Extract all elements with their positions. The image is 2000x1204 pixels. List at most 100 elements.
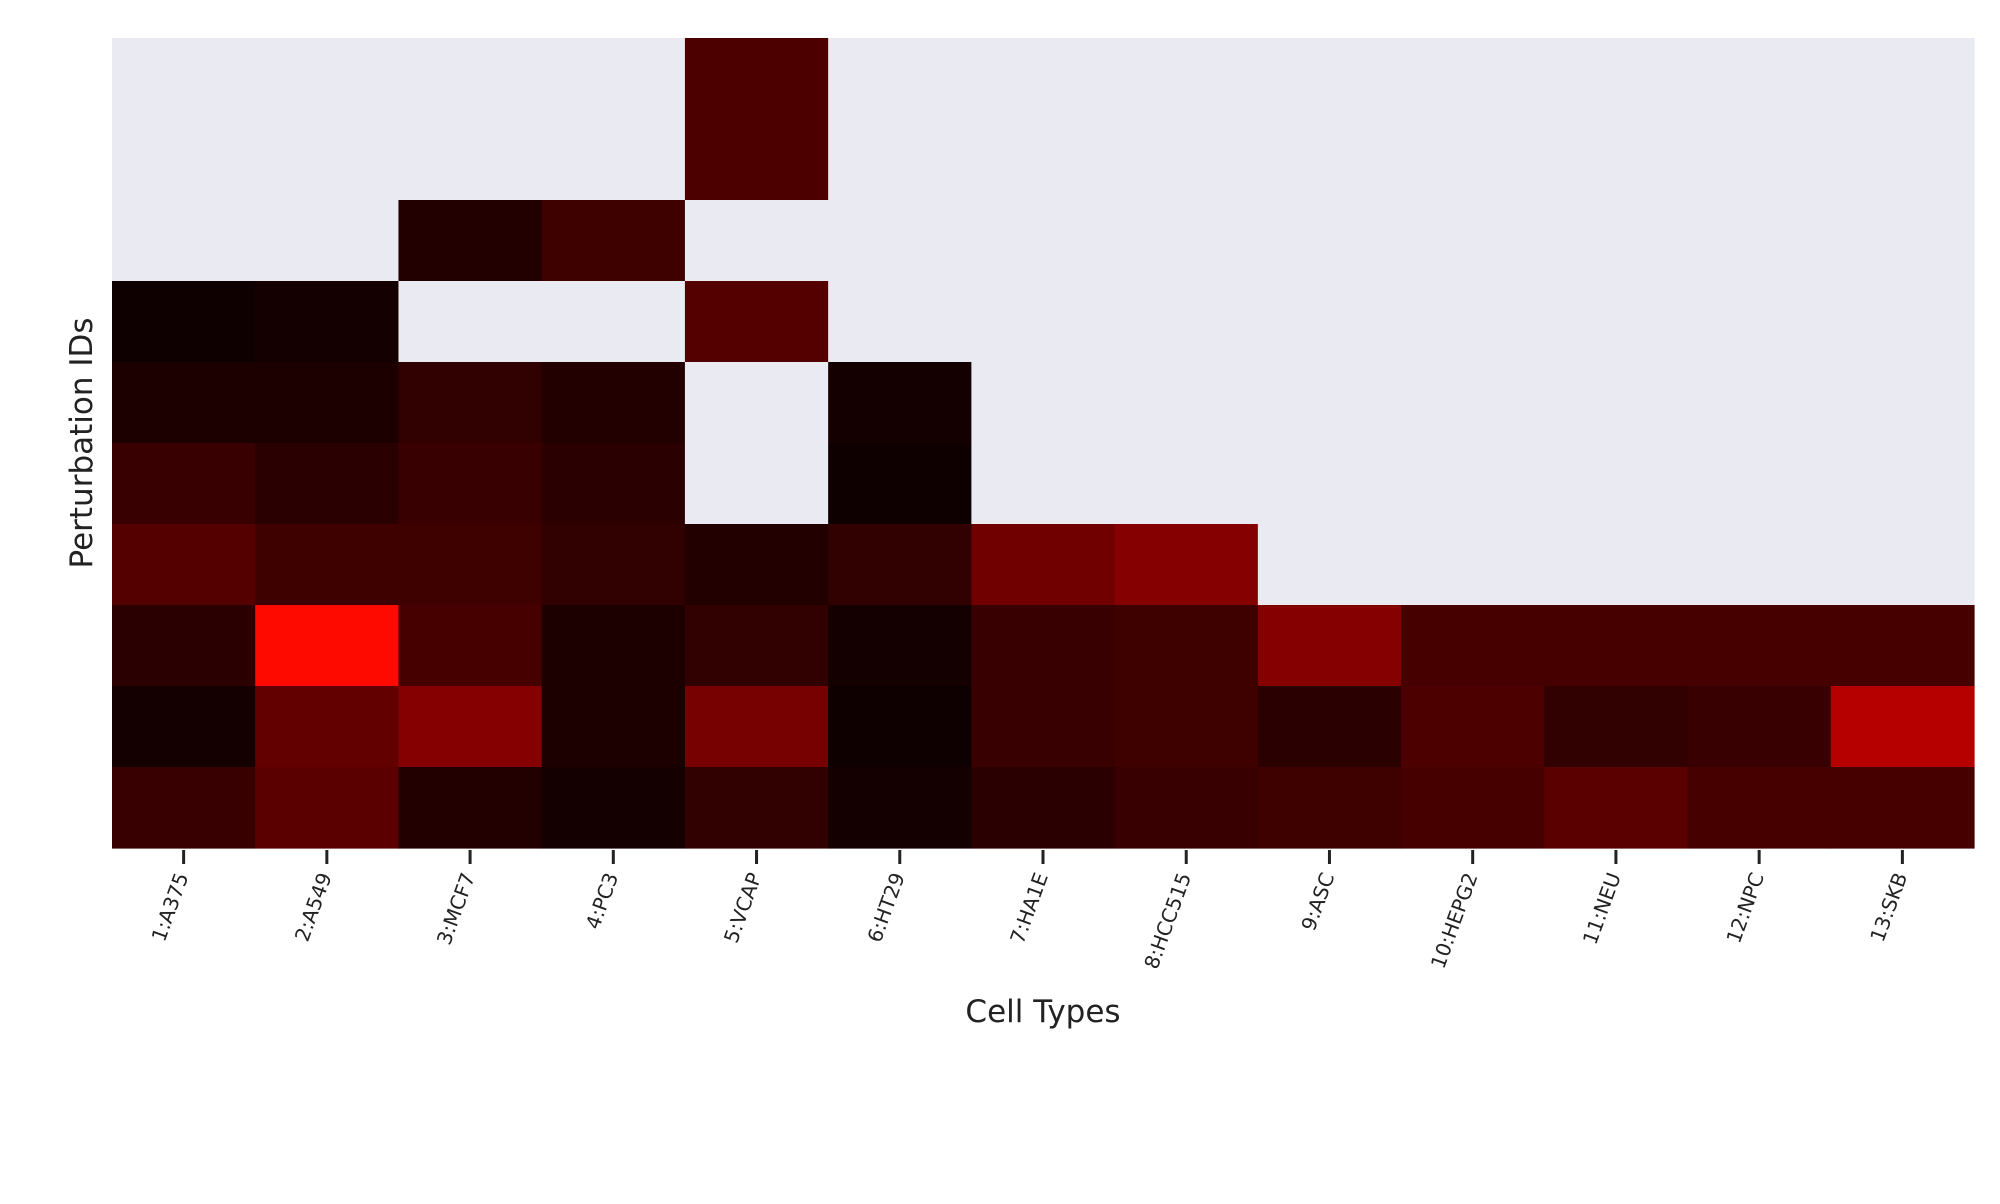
heatmap-cell-missing bbox=[1257, 119, 1402, 201]
heatmap-cell bbox=[398, 200, 543, 282]
heatmap-cell-missing bbox=[1687, 38, 1832, 120]
heatmap-cell bbox=[1114, 767, 1259, 849]
heatmap-cell bbox=[255, 524, 400, 606]
heatmap-cell bbox=[541, 362, 686, 444]
heatmap-cell bbox=[1544, 605, 1689, 687]
x-tick-label: 7:HA1E bbox=[1005, 869, 1053, 946]
heatmap-cell-missing bbox=[1830, 281, 1975, 363]
heatmap-cell bbox=[684, 686, 829, 768]
heatmap-cell-missing bbox=[1257, 200, 1402, 282]
heatmap-cell-missing bbox=[1114, 362, 1259, 444]
heatmap-cell bbox=[255, 686, 400, 768]
heatmap-cell bbox=[112, 281, 256, 363]
heatmap-cell bbox=[1114, 686, 1259, 768]
x-tick-label: 13:SKB bbox=[1865, 869, 1912, 945]
heatmap-cell-missing bbox=[398, 281, 543, 363]
heatmap-cell bbox=[112, 362, 256, 444]
heatmap-cell-missing bbox=[828, 200, 972, 282]
heatmap-cells bbox=[112, 38, 1975, 849]
heatmap-cell bbox=[971, 686, 1116, 768]
heatmap-cell bbox=[828, 767, 972, 849]
heatmap-cell bbox=[828, 686, 972, 768]
heatmap-cell-missing bbox=[1544, 524, 1689, 606]
heatmap-cell-missing bbox=[1257, 281, 1402, 363]
heatmap-cell-missing bbox=[1257, 524, 1402, 606]
heatmap-cell-missing bbox=[1114, 200, 1259, 282]
heatmap-cell-missing bbox=[541, 281, 686, 363]
heatmap-cell-missing bbox=[1687, 524, 1832, 606]
heatmap-cell bbox=[112, 767, 256, 849]
x-tick-label: 5:VCAP bbox=[719, 869, 766, 946]
x-tick-label: 3:MCF7 bbox=[432, 869, 480, 948]
heatmap-cell-missing bbox=[112, 200, 256, 282]
heatmap-cell bbox=[255, 281, 400, 363]
heatmap-cell bbox=[541, 605, 686, 687]
heatmap-cell bbox=[1544, 767, 1689, 849]
heatmap-cell bbox=[541, 200, 686, 282]
heatmap-cell bbox=[541, 767, 686, 849]
heatmap-cell bbox=[112, 686, 256, 768]
heatmap-cell-missing bbox=[1114, 281, 1259, 363]
heatmap-cell-missing bbox=[112, 119, 256, 201]
heatmap-cell bbox=[112, 443, 256, 525]
heatmap-cell bbox=[828, 362, 972, 444]
heatmap-cell-missing bbox=[971, 200, 1116, 282]
heatmap-cell bbox=[1401, 686, 1545, 768]
heatmap-cell-missing bbox=[1830, 200, 1975, 282]
heatmap-cell-missing bbox=[1114, 38, 1259, 120]
heatmap-cell bbox=[828, 524, 972, 606]
heatmap-cell-missing bbox=[255, 38, 400, 120]
heatmap-cell bbox=[398, 524, 543, 606]
heatmap-cell-missing bbox=[1687, 443, 1832, 525]
heatmap-cell bbox=[971, 524, 1116, 606]
heatmap-cell-missing bbox=[1544, 38, 1689, 120]
heatmap-cell-missing bbox=[1257, 362, 1402, 444]
heatmap-cell-missing bbox=[1401, 200, 1545, 282]
heatmap-cell bbox=[828, 605, 972, 687]
heatmap-cell bbox=[684, 767, 829, 849]
heatmap-cell bbox=[1830, 686, 1975, 768]
heatmap-cell bbox=[684, 605, 829, 687]
heatmap-cell-missing bbox=[1114, 119, 1259, 201]
heatmap-cell-missing bbox=[971, 443, 1116, 525]
heatmap-cell bbox=[1830, 767, 1975, 849]
heatmap-cell-missing bbox=[1257, 443, 1402, 525]
heatmap-cell bbox=[1687, 767, 1832, 849]
heatmap-cell-missing bbox=[1544, 281, 1689, 363]
x-tick-label: 11:NEU bbox=[1578, 869, 1626, 947]
heatmap-cell bbox=[828, 443, 972, 525]
heatmap-cell-missing bbox=[1687, 200, 1832, 282]
heatmap-cell-missing bbox=[1830, 443, 1975, 525]
heatmap-cell bbox=[255, 605, 400, 687]
heatmap-cell bbox=[112, 524, 256, 606]
x-tick-label: 8:HCC515 bbox=[1139, 869, 1196, 972]
heatmap-cell-missing bbox=[1114, 443, 1259, 525]
heatmap-cell-missing bbox=[1830, 119, 1975, 201]
x-axis-tick-labels: 1:A375 2:A549 3:MCF7 4:PC3 5:VCAP 6:HT29 7:HA1… bbox=[147, 869, 1913, 972]
heatmap-cell-missing bbox=[1687, 362, 1832, 444]
heatmap-cell-missing bbox=[1544, 200, 1689, 282]
heatmap-cell bbox=[112, 605, 256, 687]
heatmap-cell-missing bbox=[1544, 119, 1689, 201]
heatmap-cell bbox=[398, 443, 543, 525]
heatmap-cell-missing bbox=[1401, 443, 1545, 525]
heatmap-cell bbox=[398, 605, 543, 687]
heatmap-cell-missing bbox=[828, 119, 972, 201]
heatmap-cell bbox=[255, 443, 400, 525]
x-axis-ticks bbox=[182, 850, 1904, 864]
heatmap-cell bbox=[684, 38, 829, 120]
heatmap-cell bbox=[1401, 767, 1545, 849]
heatmap-cell bbox=[255, 362, 400, 444]
x-tick-label: 2:A549 bbox=[290, 869, 337, 944]
heatmap-cell-missing bbox=[828, 281, 972, 363]
heatmap-cell bbox=[398, 362, 543, 444]
heatmap-cell-missing bbox=[1687, 119, 1832, 201]
heatmap-cell-missing bbox=[684, 443, 829, 525]
heatmap-cell bbox=[255, 767, 400, 849]
heatmap-cell-missing bbox=[1544, 443, 1689, 525]
heatmap-cell bbox=[1257, 767, 1402, 849]
heatmap-cell bbox=[541, 443, 686, 525]
heatmap-cell bbox=[1114, 524, 1259, 606]
heatmap-cell bbox=[398, 767, 543, 849]
heatmap-cell bbox=[684, 281, 829, 363]
